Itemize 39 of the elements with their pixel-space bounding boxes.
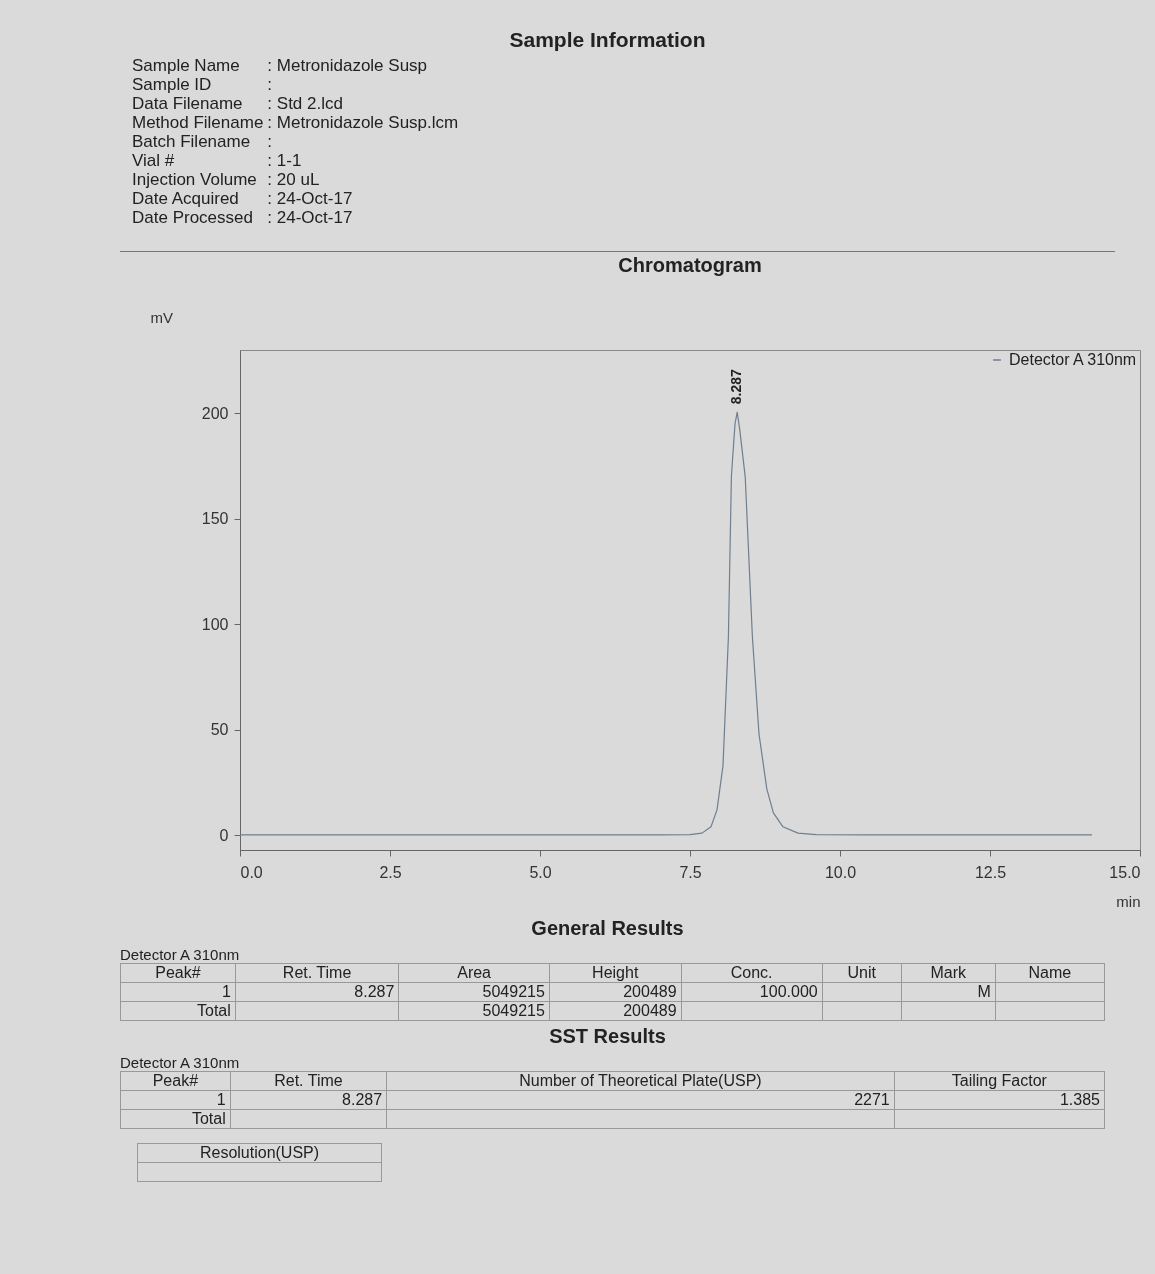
text: SST Results bbox=[548, 1025, 667, 1048]
text: Vial # : 1-1 bbox=[132, 151, 302, 170]
legend-label: Detector A 310nm bbox=[1009, 351, 1137, 368]
text: Injection Volume : 20 uL bbox=[132, 170, 321, 189]
text: Data Filename : Std 2.lcd bbox=[132, 94, 343, 113]
x-tick-label: 10.0 bbox=[824, 863, 857, 881]
y-tick-label: 100 bbox=[201, 615, 229, 633]
text: Batch Filename : bbox=[132, 132, 274, 151]
line-series bbox=[240, 411, 1093, 836]
y-axis-title: mV bbox=[150, 308, 173, 326]
text: Total bbox=[120, 1109, 231, 1129]
x-tick-label: 7.5 bbox=[679, 863, 702, 881]
text: Peak# Ret. Time Area Height Conc. Unit Mark Name bbox=[155, 964, 1072, 981]
y-tick-label: 50 bbox=[210, 721, 229, 739]
text: Date Processed : 24-Oct-17 bbox=[132, 208, 354, 227]
text: Detector A 310nm bbox=[120, 1054, 241, 1071]
x-axis-title: min bbox=[1116, 892, 1141, 910]
y-tick-label: 150 bbox=[201, 510, 229, 528]
x-tick-label: 2.5 bbox=[379, 863, 402, 881]
chart-subtitle: Chromatogram bbox=[618, 254, 762, 276]
text: Peak# Ret. Time Number of Theoretical Plate(USP) Tailing Factor bbox=[152, 1072, 1047, 1089]
text: Date Acquired : 24-Oct-17 bbox=[132, 189, 353, 208]
x-tick-label: 0.0 bbox=[240, 863, 263, 881]
text: Total 5049215 200489 bbox=[197, 1002, 677, 1019]
x-tick-label: 15.0 bbox=[1109, 863, 1141, 881]
x-tick-label: 12.5 bbox=[974, 863, 1007, 881]
text: Sample Name : Metronidazole Susp bbox=[132, 56, 428, 75]
text: Method Filename : Metronidazole Susp.lcm bbox=[132, 113, 460, 132]
chart-title: Sample Information bbox=[508, 28, 707, 52]
x-tick-label: 5.0 bbox=[529, 863, 552, 881]
text: Resolution(USP) bbox=[137, 1143, 382, 1163]
annotation: 8.287 bbox=[728, 368, 745, 405]
text: Sample ID : bbox=[132, 75, 273, 94]
y-tick-label: 200 bbox=[201, 404, 229, 422]
y-tick-label: 0 bbox=[219, 826, 229, 844]
text: General Results bbox=[530, 917, 685, 940]
text: 1 8.287 2271 1.385 bbox=[216, 1091, 1100, 1108]
text: 1 8.287 5049215 200489 100.000 M bbox=[221, 983, 991, 1000]
text: Detector A 310nm bbox=[120, 946, 241, 963]
